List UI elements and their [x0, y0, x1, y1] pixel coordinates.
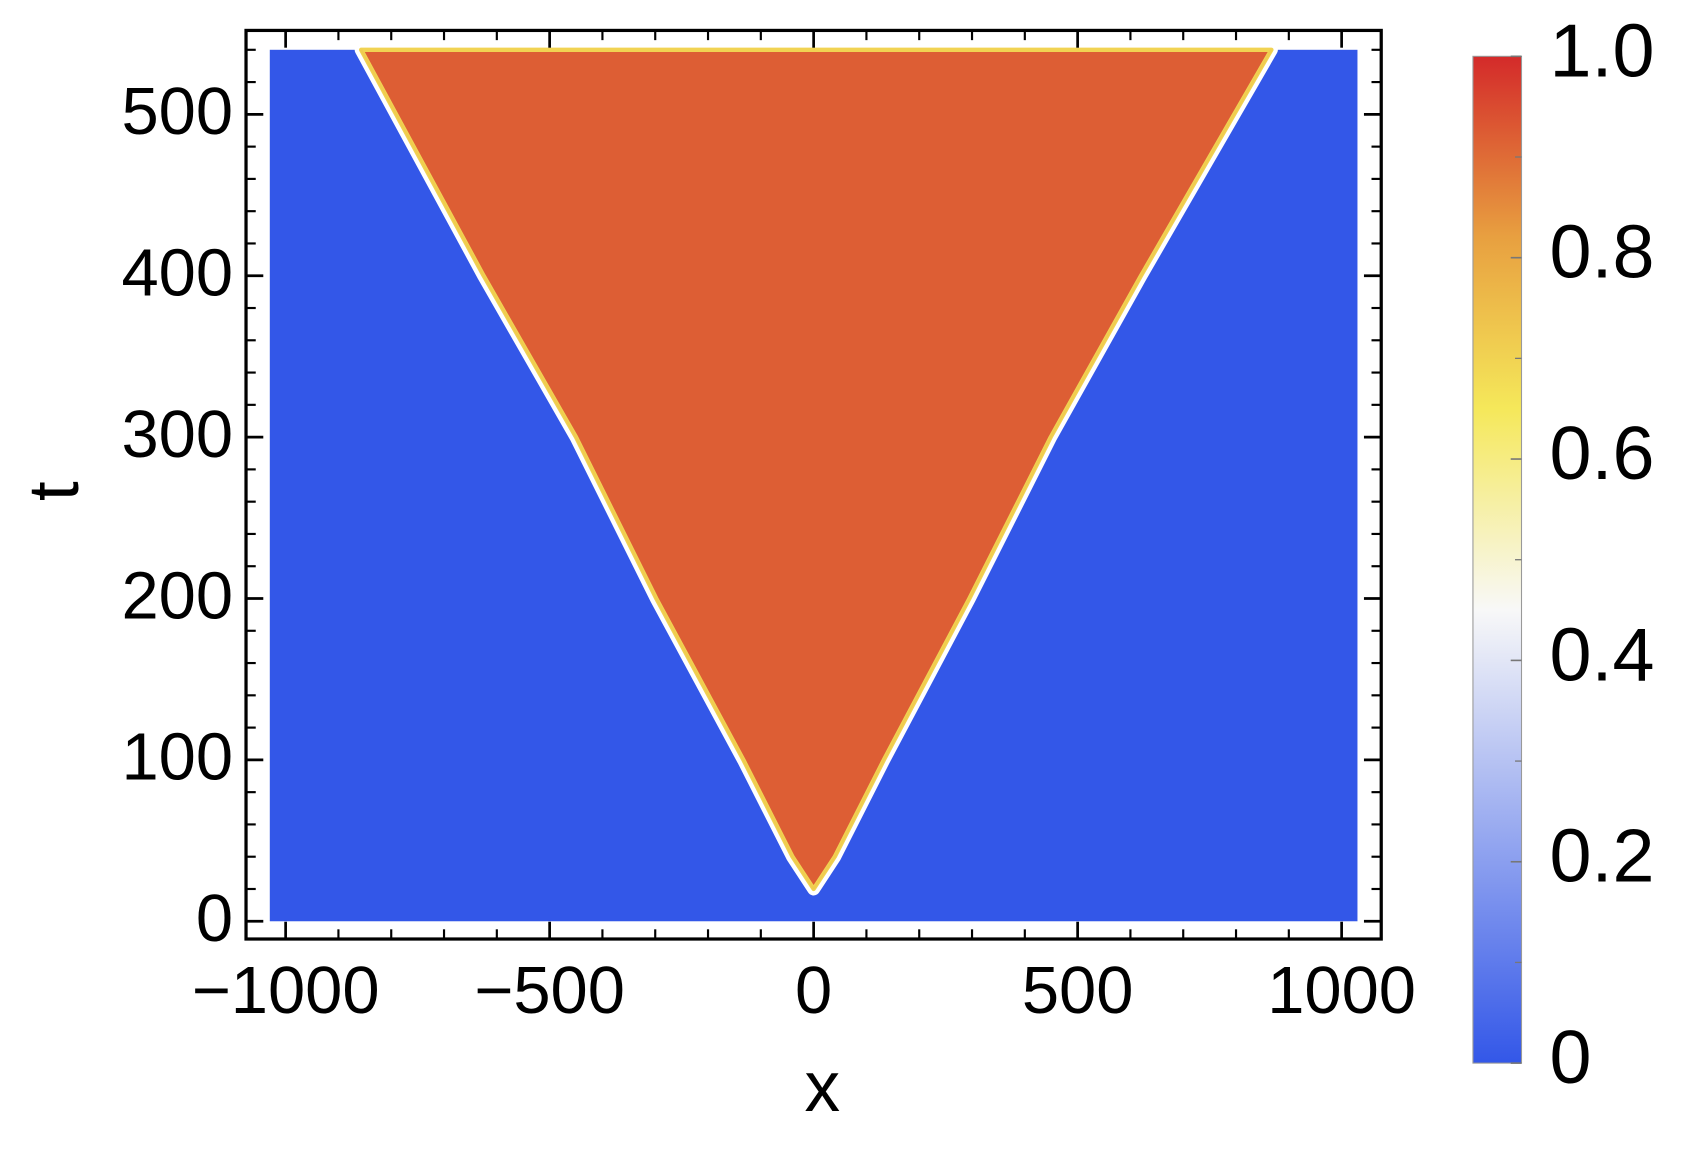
y-tick-label: 400 [121, 236, 233, 311]
front-line [812, 49, 1273, 890]
y-tick-label: 200 [121, 558, 233, 633]
colorbar-tick-label: 1.0 [1550, 9, 1655, 93]
colorbar-tick-label: 0.4 [1550, 613, 1655, 697]
colorbar-tick-label: 0.6 [1550, 412, 1655, 496]
colorbar-tick-label: 0 [1550, 1016, 1592, 1100]
colorbar-tick-label: 0.2 [1550, 815, 1655, 899]
front-line [360, 49, 815, 890]
y-tick-label: 0 [196, 881, 233, 956]
x-tick-label: 1000 [1267, 953, 1416, 1028]
y-tick-label: 500 [121, 74, 233, 149]
x-tick-label: −1000 [192, 953, 380, 1028]
y-tick-label: 300 [121, 397, 233, 472]
y-tick-label: 100 [121, 720, 233, 795]
x-tick-label: −500 [474, 953, 625, 1028]
x-tick-label: 0 [795, 953, 832, 1028]
x-tick-label: 500 [1022, 953, 1134, 1028]
colorbar [1472, 55, 1523, 1064]
x-axis-label: x [804, 1048, 840, 1127]
colorbar-tick-label: 0.8 [1550, 211, 1655, 295]
y-axis-label: t [15, 481, 94, 501]
